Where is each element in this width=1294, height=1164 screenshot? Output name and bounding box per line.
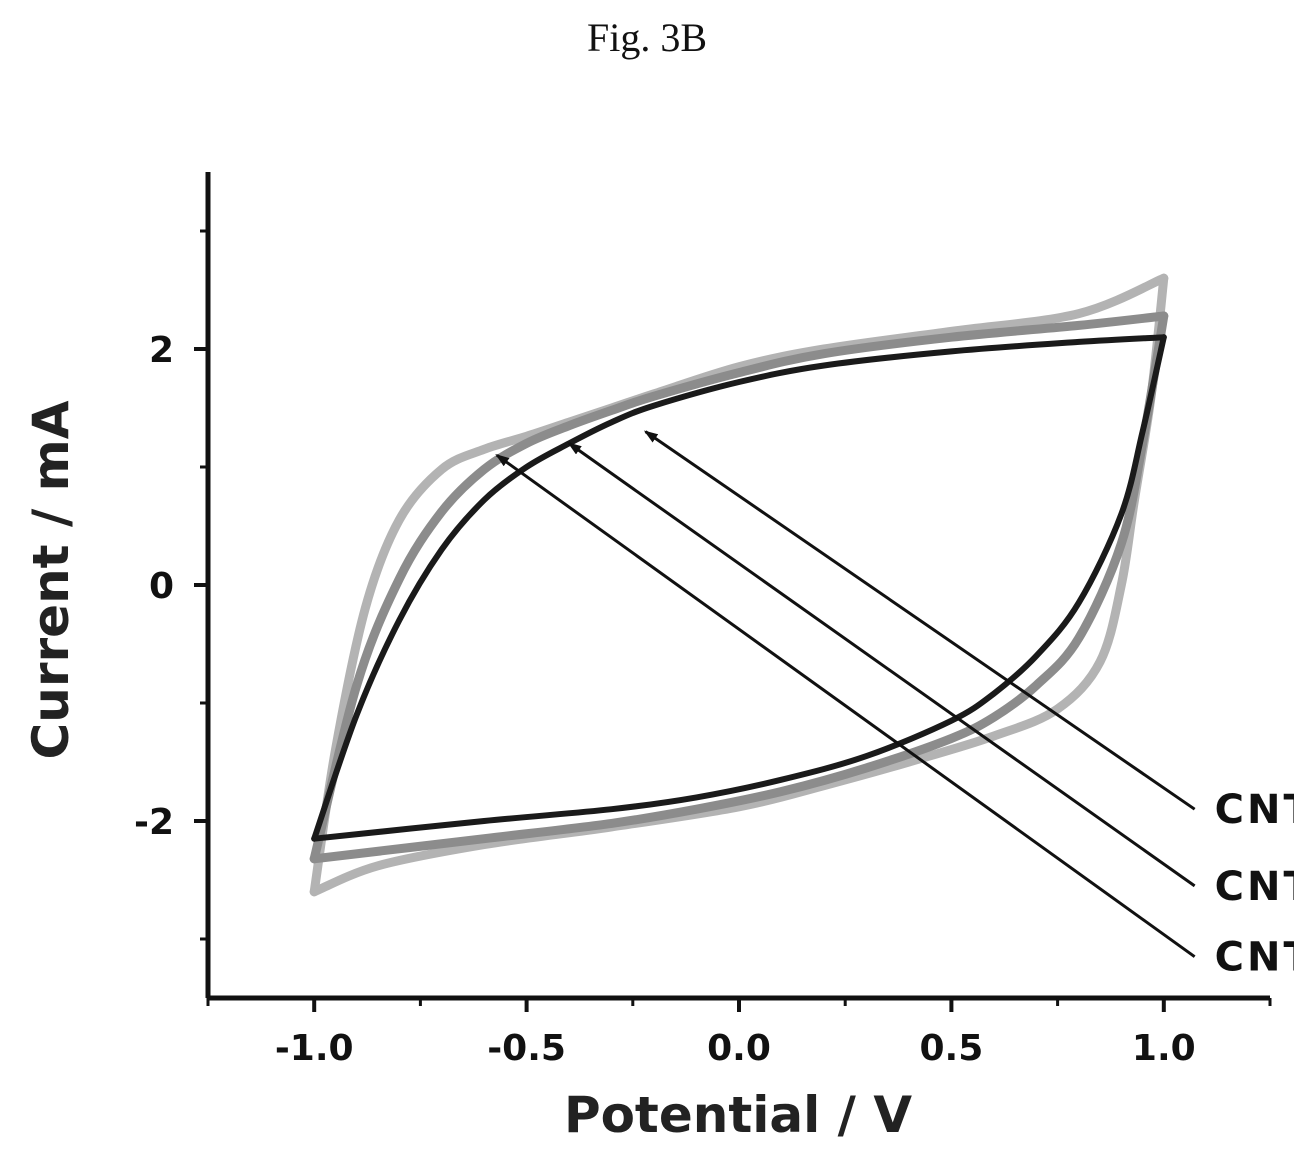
x-tick-label: -0.5 bbox=[487, 1028, 566, 1069]
tick-labels: -1.0 -0.5 0.0 0.5 1.0 -2 0 2 bbox=[134, 330, 1196, 1069]
figure-title: Fig. 3B bbox=[586, 15, 708, 60]
annotation-arrow-cnt-mo20 bbox=[495, 453, 1196, 958]
annotation-arrow-cnt-mo10 bbox=[567, 442, 1196, 888]
x-tick-label: 1.0 bbox=[1132, 1028, 1196, 1069]
x-axis-title: Potential / V bbox=[564, 1086, 912, 1144]
series-cnt-mo5 bbox=[311, 334, 1167, 842]
series-cnt-mo10 bbox=[309, 311, 1169, 864]
y-tick-label: -2 bbox=[134, 802, 174, 843]
x-tick-label: 0.5 bbox=[920, 1028, 984, 1069]
annotation-label-cnt-mo5: CNT-Mo5 bbox=[1215, 787, 1294, 833]
annotation-arrow-cnt-mo5 bbox=[643, 430, 1196, 811]
series-line-cnt-mo5-cathodic bbox=[311, 334, 1167, 842]
series-line-cnt-mo5-anodic bbox=[311, 334, 1167, 842]
series-layer bbox=[309, 273, 1169, 897]
series-line-cnt-mo10-cathodic bbox=[309, 311, 1169, 864]
ticks bbox=[194, 229, 1272, 1012]
annotation-layer: CNT-Mo5 CNT-Mo10 CNT-Mo20 bbox=[495, 430, 1294, 981]
x-tick-label: -1.0 bbox=[275, 1028, 354, 1069]
x-tick-label: 0.0 bbox=[707, 1028, 771, 1069]
axes bbox=[205, 172, 1270, 1001]
annotation-label-cnt-mo10: CNT-Mo10 bbox=[1215, 864, 1294, 910]
y-axis-title: Current / mA bbox=[22, 400, 80, 759]
series-line-cnt-mo10-anodic bbox=[309, 311, 1169, 864]
y-tick-label: 2 bbox=[149, 330, 174, 371]
y-tick-label: 0 bbox=[149, 566, 174, 607]
annotation-label-cnt-mo20: CNT-Mo20 bbox=[1215, 935, 1294, 981]
